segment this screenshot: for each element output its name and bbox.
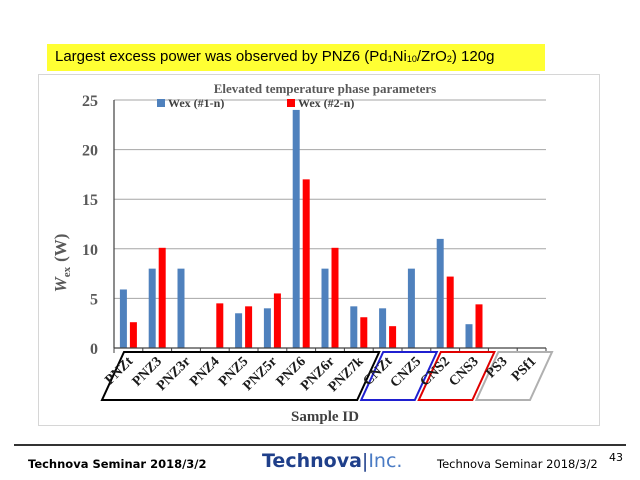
bar-PNZ6r-series-2	[331, 247, 339, 348]
y-tick-label: 25	[82, 93, 98, 110]
x-tick-label: PNZ4	[187, 354, 222, 389]
x-axis-ticks: PNZtPNZ3PNZ3rPNZ4PNZ5PNZ5rPNZ6PNZ6rPNZ7k…	[103, 354, 540, 395]
bar-CNS2-series-1	[436, 238, 444, 348]
x-tick-label: CNS2	[418, 354, 453, 389]
legend-swatch-series-1	[157, 99, 165, 107]
x-tick-label: PSf1	[509, 354, 539, 384]
footer-left-text: Technova Seminar 2018/3/2	[28, 457, 207, 471]
bar-PNZ6-series-1	[292, 109, 300, 348]
bar-CNZt-series-1	[379, 308, 387, 348]
legend: Wex (#1-n) Wex (#2-n)	[157, 96, 354, 110]
banner-text: ) 120g	[451, 48, 495, 65]
bar-PNZ3-series-2	[158, 247, 166, 348]
group-frame	[417, 351, 496, 401]
bar-PNZ3r-series-1	[177, 268, 185, 348]
y-axis-title-unit: (W)	[51, 234, 70, 262]
y-tick-label: 5	[90, 291, 98, 308]
y-axis-ticks: 0 5 10 15 20 25	[82, 93, 98, 358]
bar-PNZ7k-series-1	[350, 306, 358, 348]
bar-CNZ5-series-1	[407, 268, 415, 348]
logo-main: Technova	[262, 450, 362, 472]
x-tick-label: CNS3	[446, 354, 481, 389]
technova-logo: Technova|Inc.	[262, 450, 402, 472]
y-tick-label: 20	[82, 143, 98, 160]
bar-PNZ4-series-2	[216, 303, 224, 348]
banner-text: /ZrO	[416, 48, 447, 65]
category-group-frames	[100, 351, 554, 401]
bar-PNZ5r-series-2	[273, 293, 281, 348]
bar-PNZt-series-1	[119, 289, 127, 348]
y-tick-label: 15	[82, 192, 98, 209]
legend-label-series-2: Wex (#2-n)	[298, 96, 354, 110]
banner-text: Ni	[392, 48, 407, 65]
gridlines	[114, 99, 546, 299]
bar-PNZ6-series-2	[302, 179, 310, 348]
x-tick-label: CNZ5	[388, 354, 424, 390]
bar-PNZ5-series-2	[245, 306, 253, 348]
banner-subscript: 10	[406, 54, 417, 64]
banner-text: Largest excess power was observed by PNZ…	[55, 48, 388, 65]
y-axis-title-subscript: ex	[61, 266, 73, 277]
page-number: 43	[609, 451, 623, 464]
bars	[119, 109, 483, 348]
group-frame	[474, 351, 554, 401]
logo-suffix: Inc.	[368, 450, 403, 472]
bar-PNZ6r-series-1	[321, 268, 329, 348]
y-tick-label: 10	[82, 242, 98, 259]
group-frame	[100, 351, 381, 401]
chart-title: Elevated temperature phase parameters	[214, 81, 437, 96]
bar-CNZt-series-2	[389, 326, 397, 348]
banner-subscript: 2	[446, 54, 452, 64]
bar-PNZ5r-series-1	[263, 308, 271, 348]
bar-CNS2-series-2	[446, 276, 454, 348]
bar-CNS3-series-2	[475, 304, 483, 348]
footer-divider	[14, 444, 626, 446]
bar-PNZ7k-series-2	[360, 317, 368, 348]
group-frame	[359, 351, 439, 401]
y-tick-label: 0	[90, 341, 98, 358]
legend-swatch-series-2	[287, 99, 295, 107]
bar-PNZt-series-2	[129, 322, 137, 348]
x-axis-title: Sample ID	[291, 409, 359, 425]
banner-subscript: 1	[387, 54, 393, 64]
y-axis-title: Wex (W)	[51, 234, 73, 293]
y-axis-title-symbol: W	[51, 275, 70, 292]
bar-chart: Elevated temperature phase parameters 0 5…	[51, 81, 554, 425]
legend-label-series-1: Wex (#1-n)	[168, 96, 224, 110]
chart-area: Elevated temperature phase parameters 0 5…	[38, 74, 600, 426]
bar-PNZ3-series-1	[148, 268, 156, 348]
logo-separator: |	[361, 450, 369, 472]
bar-CNS3-series-1	[465, 324, 473, 348]
headline-banner: Largest excess power was observed by PNZ…	[47, 44, 545, 71]
x-tick-label: PNZt	[103, 354, 137, 388]
bar-PNZ5-series-1	[235, 313, 243, 348]
footer-right-text: Technova Seminar 2018/3/2	[437, 457, 598, 471]
